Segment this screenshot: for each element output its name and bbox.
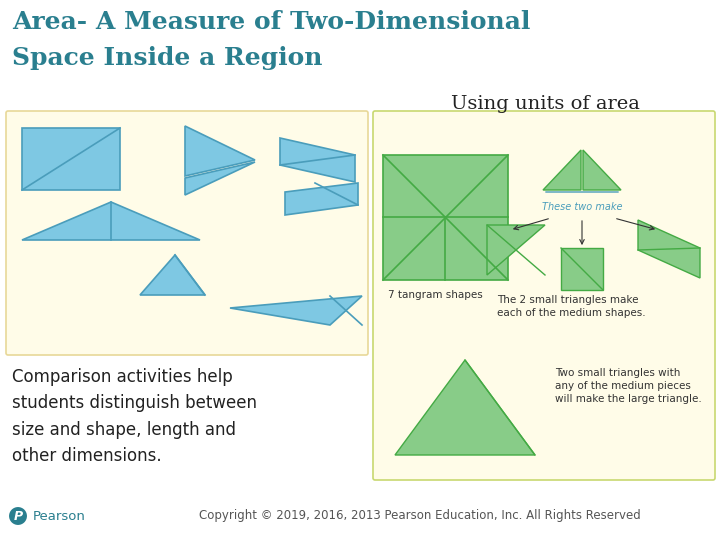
Polygon shape <box>140 255 205 295</box>
Text: 7 tangram shapes: 7 tangram shapes <box>388 290 482 300</box>
Text: The 2 small triangles make
each of the medium shapes.: The 2 small triangles make each of the m… <box>497 295 646 318</box>
FancyBboxPatch shape <box>6 111 368 355</box>
Text: Two small triangles with
any of the medium pieces
will make the large triangle.: Two small triangles with any of the medi… <box>555 368 702 404</box>
Polygon shape <box>395 360 535 455</box>
Text: P: P <box>14 510 22 523</box>
Text: These two make: These two make <box>541 202 622 212</box>
Polygon shape <box>22 202 200 240</box>
Text: Using units of area: Using units of area <box>451 95 639 113</box>
Text: Comparison activities help
students distinguish between
size and shape, length a: Comparison activities help students dist… <box>12 368 257 465</box>
Polygon shape <box>280 138 355 182</box>
Polygon shape <box>230 296 362 325</box>
Text: Pearson: Pearson <box>33 510 86 523</box>
Polygon shape <box>185 126 255 176</box>
Polygon shape <box>22 128 120 190</box>
Polygon shape <box>487 225 545 275</box>
Polygon shape <box>285 183 358 215</box>
Polygon shape <box>185 162 255 195</box>
Text: Area- A Measure of Two-Dimensional: Area- A Measure of Two-Dimensional <box>12 10 531 34</box>
Polygon shape <box>561 248 603 290</box>
Text: Copyright © 2019, 2016, 2013 Pearson Education, Inc. All Rights Reserved: Copyright © 2019, 2016, 2013 Pearson Edu… <box>199 510 641 523</box>
Text: Space Inside a Region: Space Inside a Region <box>12 46 323 70</box>
Polygon shape <box>638 220 700 278</box>
Circle shape <box>8 506 28 526</box>
Polygon shape <box>543 150 581 190</box>
Polygon shape <box>583 150 621 190</box>
Polygon shape <box>383 155 508 280</box>
FancyBboxPatch shape <box>373 111 715 480</box>
